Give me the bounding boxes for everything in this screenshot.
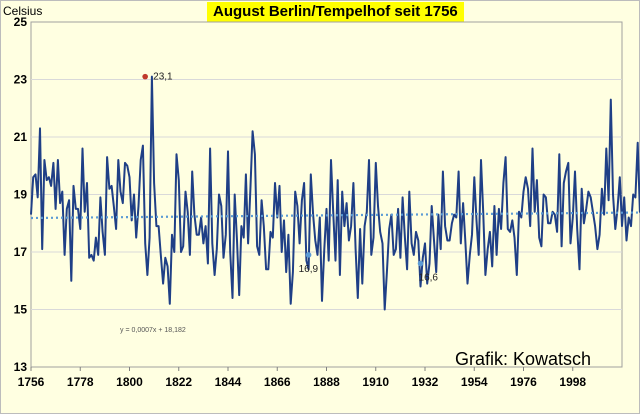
annotation-marker [305,252,312,258]
x-tick-label: 1888 [313,375,340,389]
y-axis: 13 15 17 19 21 23 25 [14,15,28,374]
y-tick-label: 23 [14,73,28,87]
x-tick-label: 1756 [18,375,45,389]
trend-equation: y = 0,0007x + 18,182 [120,327,186,334]
x-tick-label: 1910 [362,375,389,389]
x-tick-label: 1800 [116,375,143,389]
annotation-marker [142,73,148,80]
x-tick-label: 1932 [412,375,439,389]
x-tick-label: 1778 [67,375,94,389]
x-axis: 1756 1778 1800 1822 1844 1866 1888 1910 1932 1954… [18,367,586,389]
graphic-credit: Grafik: Kowatsch [455,349,592,369]
annotation-label: 16,6 [419,273,439,284]
y-tick-label: 21 [14,130,28,144]
x-tick-label: 1822 [165,375,192,389]
temperature-series-line [30,75,640,311]
x-tick-label: 1954 [461,375,488,389]
annotation-label: 16,9 [299,264,319,275]
y-tick-label: 17 [14,245,28,259]
y-tick-label: 13 [14,360,28,374]
x-tick-label: 1976 [510,375,537,389]
chart-title: August Berlin/Tempelhof seit 1756 [207,2,464,22]
annotation-label: 23,1 [153,72,173,83]
x-tick-label: 1866 [264,375,291,389]
y-axis-unit-label: Celsius [3,4,43,18]
y-tick-label: 25 [14,15,28,29]
y-tick-label: 19 [14,188,28,202]
annotation-marker [417,260,424,267]
annotations: 23,1 16,9 16,6 [142,72,438,284]
x-tick-label: 1998 [559,375,586,389]
x-tick-label: 1844 [215,375,242,389]
y-tick-label: 15 [14,303,28,317]
